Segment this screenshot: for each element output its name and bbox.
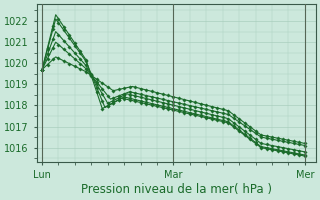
X-axis label: Pression niveau de la mer( hPa ): Pression niveau de la mer( hPa ) — [81, 183, 272, 196]
